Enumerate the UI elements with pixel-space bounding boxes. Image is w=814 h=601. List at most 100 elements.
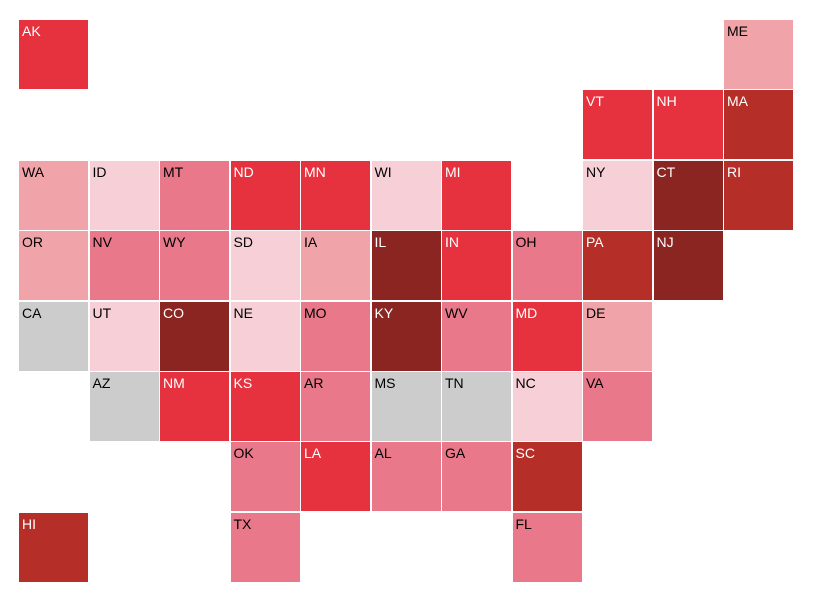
state-tile: MS <box>371 372 441 441</box>
state-tile: UT <box>89 301 159 371</box>
state-tile: MO <box>301 301 370 371</box>
state-tile: KS <box>230 372 300 441</box>
state-tile: OR <box>19 231 88 301</box>
state-label: PA <box>586 234 604 251</box>
state-label: NV <box>92 234 112 251</box>
state-label: CO <box>163 304 184 321</box>
state-tile: CO <box>160 301 229 371</box>
state-tile: AL <box>371 442 441 512</box>
state-tile: OK <box>230 442 300 512</box>
state-tile: LA <box>301 442 370 512</box>
state-label: RI <box>727 163 741 180</box>
state-tile: WI <box>371 160 441 230</box>
state-label: WV <box>445 304 468 321</box>
state-tile: SC <box>512 442 582 512</box>
state-label: WI <box>374 163 392 180</box>
state-tile: NY <box>583 160 652 230</box>
state-label: OK <box>233 445 254 462</box>
state-label: AL <box>374 445 392 462</box>
state-label: NJ <box>656 234 674 251</box>
state-tile: SD <box>230 231 300 301</box>
state-tile: ME <box>724 20 793 89</box>
state-label: IN <box>445 234 459 251</box>
state-label: AR <box>304 375 324 391</box>
state-label: MA <box>727 93 748 110</box>
state-tile: WY <box>160 231 229 301</box>
state-label: MO <box>304 304 327 321</box>
state-label: NY <box>586 163 606 180</box>
state-label: KY <box>374 304 394 321</box>
state-label: SC <box>515 445 535 462</box>
state-tile: ND <box>230 160 300 230</box>
state-label: MS <box>374 375 396 391</box>
state-label: VA <box>586 375 604 391</box>
state-label: OR <box>22 234 43 251</box>
state-label: IL <box>374 234 387 251</box>
state-tile: MA <box>724 90 793 160</box>
state-tile: MT <box>160 160 229 230</box>
state-label: AZ <box>92 375 111 391</box>
state-tile: KY <box>371 301 441 371</box>
state-tile: NH <box>653 90 723 160</box>
state-tile: WA <box>19 160 88 230</box>
state-tile: NM <box>160 372 229 441</box>
state-tile: WV <box>442 301 511 371</box>
state-label: HI <box>22 515 36 532</box>
state-tile: IA <box>301 231 370 301</box>
state-label: CT <box>656 163 676 180</box>
state-tile: GA <box>442 442 511 512</box>
state-label: TX <box>233 515 252 532</box>
state-tile: VA <box>583 372 652 441</box>
state-label: MD <box>515 304 538 321</box>
state-label: MN <box>304 163 326 180</box>
state-tile: AK <box>19 20 88 89</box>
state-tile: AR <box>301 372 370 441</box>
state-label: MI <box>445 163 461 180</box>
state-tile: TN <box>442 372 511 441</box>
state-tile: TX <box>230 512 300 582</box>
state-label: AK <box>22 23 41 39</box>
state-label: GA <box>445 445 466 462</box>
state-label: OH <box>515 234 537 251</box>
state-label: ND <box>233 163 254 180</box>
state-label: NC <box>515 375 536 391</box>
state-label: TN <box>445 375 464 391</box>
state-tile: MI <box>442 160 511 230</box>
state-label: NH <box>656 93 677 110</box>
state-label: SD <box>233 234 253 251</box>
state-tile: NE <box>230 301 300 371</box>
state-label: WY <box>163 234 186 251</box>
state-tile: FL <box>512 512 582 582</box>
state-tile: NV <box>89 231 159 301</box>
state-tile: RI <box>724 160 793 230</box>
state-label: WA <box>22 163 45 180</box>
state-label: DE <box>586 304 606 321</box>
state-label: ME <box>727 23 748 39</box>
state-label: KS <box>233 375 253 391</box>
state-label: MT <box>163 163 184 180</box>
state-tile: HI <box>19 512 88 582</box>
state-tile: OH <box>512 231 582 301</box>
state-tile: NJ <box>653 231 723 301</box>
state-label: LA <box>304 445 322 462</box>
state-tile: PA <box>583 231 652 301</box>
state-label: VT <box>586 93 604 110</box>
state-tile: AZ <box>89 372 159 441</box>
state-tile: DE <box>583 301 652 371</box>
state-tile: IL <box>371 231 441 301</box>
state-label: NE <box>233 304 253 321</box>
state-tile: MN <box>301 160 370 230</box>
state-tile: ID <box>89 160 159 230</box>
state-label: FL <box>515 515 532 532</box>
state-tile: CT <box>653 160 723 230</box>
state-label: ID <box>92 163 107 180</box>
state-tile: IN <box>442 231 511 301</box>
state-tile: MD <box>512 301 582 371</box>
state-tile: VT <box>583 90 652 160</box>
state-label: IA <box>304 234 318 251</box>
state-label: NM <box>163 375 185 391</box>
state-tile: NC <box>512 372 582 441</box>
state-label: UT <box>92 304 112 321</box>
state-tile: CA <box>19 301 88 371</box>
